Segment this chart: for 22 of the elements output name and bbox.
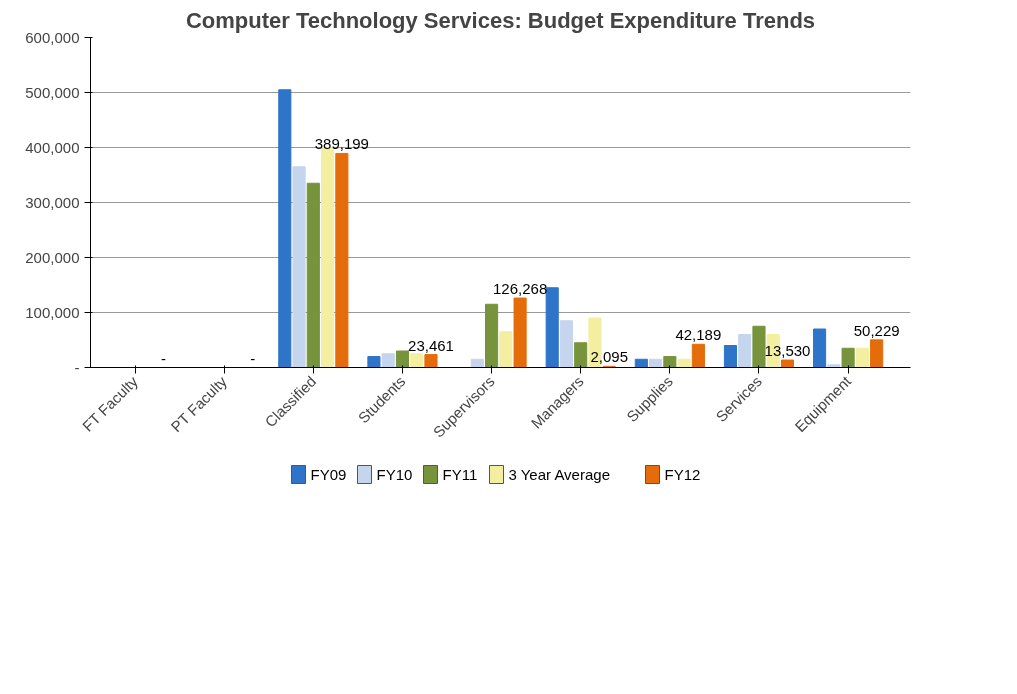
data-label: 23,461	[408, 336, 454, 354]
legend-label: FY09	[310, 466, 347, 483]
legend-label: FY12	[664, 466, 701, 483]
data-label: 50,229	[853, 321, 900, 339]
y-tick-label: 600,000	[25, 28, 80, 46]
data-label: -	[161, 349, 167, 367]
data-label: 2,095	[590, 348, 629, 366]
data-label: 389,199	[314, 135, 369, 153]
y-tick-label: 100,000	[25, 303, 80, 321]
data-label: 13,530	[764, 342, 811, 360]
data-label: -	[250, 349, 256, 367]
y-tick-label: 300,000	[25, 193, 80, 211]
data-label: 42,189	[675, 326, 722, 344]
legend-label: FY10	[376, 466, 413, 483]
y-tick-label: 400,000	[25, 138, 80, 156]
data-label: 126,268	[493, 280, 548, 298]
chart-title: Computer Technology Services: Budget Expenditure Trends	[185, 7, 816, 33]
y-tick-label: -	[74, 358, 80, 376]
y-tick-label: 500,000	[25, 83, 80, 101]
legend-label: 3 Year Average	[508, 466, 610, 483]
legend-label: FY11	[442, 466, 478, 483]
y-tick-label: 200,000	[25, 248, 80, 266]
